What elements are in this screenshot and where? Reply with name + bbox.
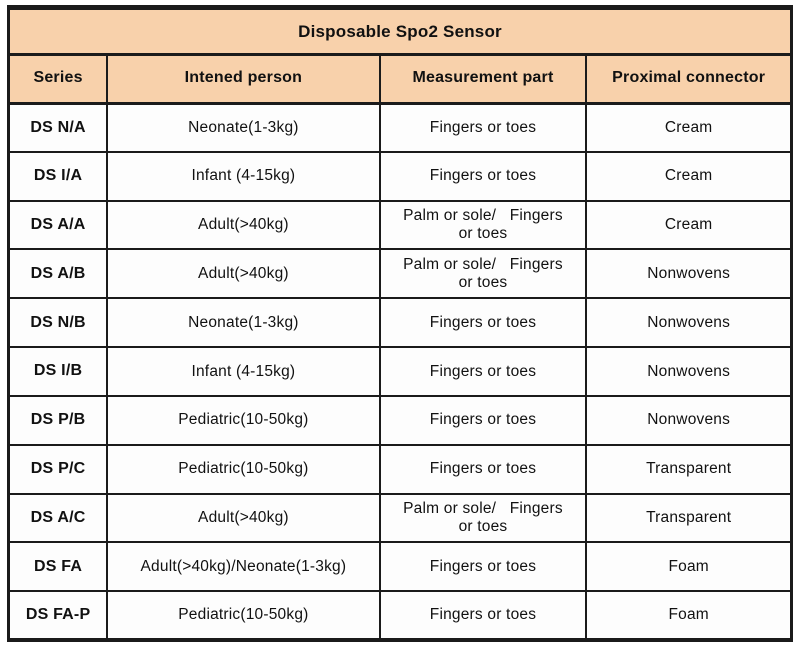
- series-cell: DS A/B: [7, 248, 109, 300]
- connector-cell: Nonwovens: [585, 346, 793, 397]
- part-cell: Fingers or toes: [378, 443, 588, 495]
- person-cell: Pediatric(10-50kg): [106, 394, 381, 446]
- table-row: DS N/A Neonate(1-3kg) Fingers or toes Cr…: [7, 102, 793, 153]
- person-cell: Neonate(1-3kg): [106, 297, 381, 349]
- connector-cell: Cream: [585, 102, 793, 153]
- spo2-sensor-spec-table: Disposable Spo2 Sensor Series Intened pe…: [7, 5, 793, 642]
- part-cell: Fingers or toes: [378, 590, 588, 641]
- connector-cell: Foam: [585, 590, 793, 641]
- series-cell: DS A/C: [7, 492, 109, 544]
- table-row: DS P/B Pediatric(10-50kg) Fingers or toe…: [7, 394, 793, 446]
- table-row: DS I/B Infant (4-15kg) Fingers or toes N…: [7, 346, 793, 397]
- connector-cell: Cream: [585, 199, 793, 251]
- part-cell: Fingers or toes: [378, 102, 588, 153]
- connector-cell: Nonwovens: [585, 394, 793, 446]
- column-header-row: Series Intened person Measurement part P…: [7, 53, 793, 105]
- series-cell: DS I/A: [7, 150, 109, 202]
- person-cell: Pediatric(10-50kg): [106, 590, 381, 641]
- connector-cell: Foam: [585, 541, 793, 593]
- col-header-intended-person: Intened person: [106, 53, 381, 105]
- series-cell: DS FA-P: [7, 590, 109, 641]
- series-cell: DS A/A: [7, 199, 109, 251]
- part-cell: Fingers or toes: [378, 150, 588, 202]
- table-row: DS A/C Adult(>40kg) Palm or sole/ Finger…: [7, 492, 793, 544]
- col-header-proximal-connector: Proximal connector: [585, 53, 793, 105]
- series-cell: DS FA: [7, 541, 109, 593]
- part-cell: Palm or sole/ Fingers or toes: [378, 248, 588, 300]
- person-cell: Neonate(1-3kg): [106, 102, 381, 153]
- part-cell: Fingers or toes: [378, 394, 588, 446]
- table-row: DS P/C Pediatric(10-50kg) Fingers or toe…: [7, 443, 793, 495]
- series-cell: DS N/A: [7, 102, 109, 153]
- person-cell: Infant (4-15kg): [106, 346, 381, 397]
- table-row: DS A/A Adult(>40kg) Palm or sole/ Finger…: [7, 199, 793, 251]
- col-header-series: Series: [7, 53, 109, 105]
- part-cell: Palm or sole/ Fingers or toes: [378, 492, 588, 544]
- part-cell: Fingers or toes: [378, 297, 588, 349]
- person-cell: Adult(>40kg): [106, 492, 381, 544]
- table-row: DS N/B Neonate(1-3kg) Fingers or toes No…: [7, 297, 793, 349]
- person-cell: Adult(>40kg): [106, 199, 381, 251]
- table-row: DS I/A Infant (4-15kg) Fingers or toes C…: [7, 150, 793, 202]
- table-row: DS FA Adult(>40kg)/Neonate(1-3kg) Finger…: [7, 541, 793, 593]
- series-cell: DS I/B: [7, 346, 109, 397]
- person-cell: Pediatric(10-50kg): [106, 443, 381, 495]
- person-cell: Adult(>40kg)/Neonate(1-3kg): [106, 541, 381, 593]
- table-title-row: Disposable Spo2 Sensor: [7, 6, 793, 56]
- connector-cell: Nonwovens: [585, 248, 793, 300]
- series-cell: DS P/B: [7, 394, 109, 446]
- connector-cell: Nonwovens: [585, 297, 793, 349]
- table-title: Disposable Spo2 Sensor: [7, 6, 793, 56]
- connector-cell: Transparent: [585, 492, 793, 544]
- person-cell: Adult(>40kg): [106, 248, 381, 300]
- connector-cell: Transparent: [585, 443, 793, 495]
- part-cell: Fingers or toes: [378, 346, 588, 397]
- table-row: DS A/B Adult(>40kg) Palm or sole/ Finger…: [7, 248, 793, 300]
- part-cell: Palm or sole/ Fingers or toes: [378, 199, 588, 251]
- col-header-measurement-part: Measurement part: [378, 53, 588, 105]
- connector-cell: Cream: [585, 150, 793, 202]
- part-cell: Fingers or toes: [378, 541, 588, 593]
- table-row: DS FA-P Pediatric(10-50kg) Fingers or to…: [7, 590, 793, 641]
- series-cell: DS N/B: [7, 297, 109, 349]
- person-cell: Infant (4-15kg): [106, 150, 381, 202]
- series-cell: DS P/C: [7, 443, 109, 495]
